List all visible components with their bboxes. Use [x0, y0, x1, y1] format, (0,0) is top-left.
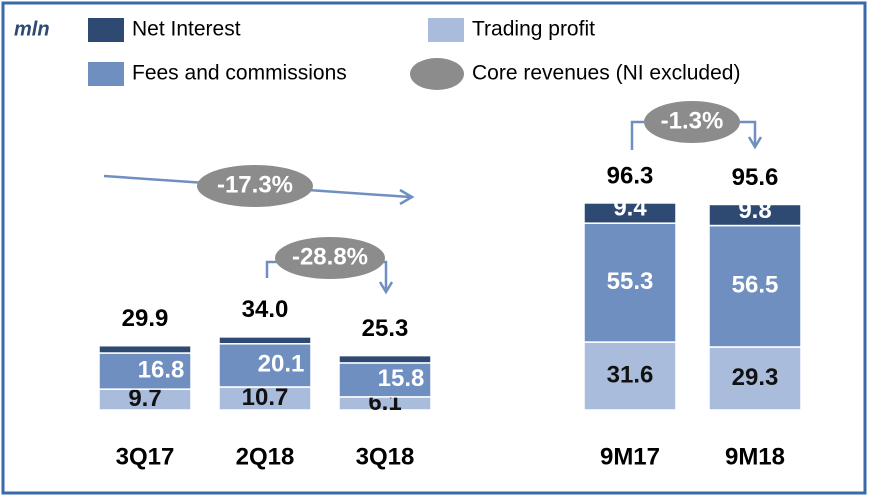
bar-segment [708, 203, 802, 227]
legend-label: Fees and commissions [132, 62, 347, 85]
bar-segment [218, 343, 312, 388]
value-label: 10.7 [242, 384, 289, 411]
bar-segment [583, 202, 677, 224]
total-label: 34.0 [242, 296, 289, 323]
bar-segment [708, 346, 802, 411]
bar-segment [338, 354, 432, 364]
value-label: 29.3 [732, 364, 779, 391]
bar-segment [708, 224, 802, 348]
value-label: 15.8 [378, 365, 425, 392]
total-label: 95.6 [732, 164, 779, 191]
legend-label: Core revenues (NI excluded) [472, 62, 740, 85]
annotation: -17.3% [217, 171, 293, 198]
bar-segment [338, 362, 432, 398]
total-label: 29.9 [122, 305, 169, 332]
x-tick-label: 9M18 [725, 443, 785, 470]
value-label: 16.8 [138, 356, 185, 383]
annotation-bubble [197, 165, 313, 207]
value-label: 55.3 [607, 268, 654, 295]
legend-swatch [88, 18, 124, 42]
legend-swatch [428, 18, 464, 42]
x-tick-label: 9M17 [600, 443, 660, 470]
value-label: 20.1 [258, 351, 305, 378]
x-tick-label: 3Q18 [356, 443, 415, 470]
value-label: 9.4 [613, 195, 647, 222]
total-label: 25.3 [362, 315, 409, 342]
annotation-bubble [644, 101, 740, 143]
annotation: -28.8% [292, 243, 368, 270]
legend-swatch [88, 62, 124, 86]
legend-label: Trading profit [472, 18, 595, 41]
value-label: 9.8 [738, 197, 771, 224]
bar-segment [583, 222, 677, 343]
legend-label: Net Interest [132, 18, 241, 41]
value-label: 56.5 [732, 272, 779, 299]
annotation-bubble [275, 237, 385, 279]
value-label: 3.4 [346, 334, 380, 361]
value-label: 3.2 [226, 315, 259, 342]
bar-segment [218, 336, 312, 345]
bar-segment [98, 344, 192, 354]
annotation: -1.3% [661, 107, 724, 134]
unit-label: mln [14, 18, 50, 40]
value-label: 31.6 [607, 361, 654, 388]
value-label: 3.4 [106, 324, 140, 351]
total-label: 96.3 [607, 162, 654, 189]
x-tick-label: 2Q18 [236, 443, 295, 470]
legend-swatch [410, 58, 464, 90]
x-tick-label: 3Q17 [116, 443, 175, 470]
